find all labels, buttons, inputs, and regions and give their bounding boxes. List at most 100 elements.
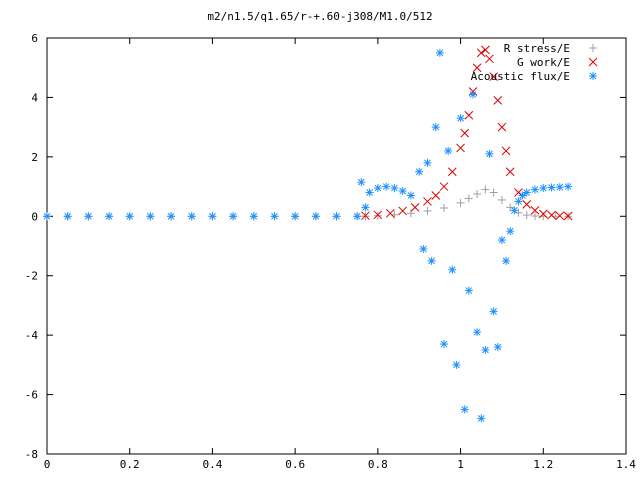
data-point: [452, 360, 461, 369]
legend-marker: [588, 57, 598, 67]
data-point: [489, 72, 499, 81]
data-point: [506, 227, 515, 236]
data-point: [510, 206, 519, 215]
y-tick-label: -2: [25, 270, 38, 283]
data-point: [501, 146, 511, 156]
y-tick-label: 0: [31, 210, 38, 223]
data-point: [105, 212, 114, 221]
data-point: [502, 256, 511, 265]
x-tick-label: 1: [457, 458, 464, 471]
y-tick-label: 2: [31, 151, 38, 164]
data-point: [373, 184, 382, 193]
data-point: [497, 236, 506, 245]
legend-label: Acoustic flux/E: [471, 70, 570, 83]
data-point: [84, 212, 93, 221]
series-0: [43, 185, 573, 221]
data-point: [353, 212, 362, 221]
data-point: [270, 212, 279, 221]
data-point: [489, 307, 498, 316]
data-point: [473, 328, 482, 337]
y-tick-label: 4: [31, 91, 38, 104]
data-point: [563, 211, 573, 221]
x-tick-label: 1.4: [616, 458, 636, 471]
series-1: [361, 45, 573, 221]
data-point: [311, 212, 320, 221]
legend: R stress/E G work/E Acoustic flux/E: [471, 42, 598, 83]
data-point: [456, 114, 465, 123]
data-point: [365, 188, 374, 197]
data-point: [423, 197, 432, 206]
data-point: [514, 197, 523, 206]
data-point: [390, 184, 399, 193]
data-point: [361, 211, 370, 221]
series-layer: [43, 45, 573, 423]
data-point: [522, 200, 532, 209]
data-point: [406, 209, 415, 218]
data-point: [125, 212, 134, 221]
data-point: [477, 414, 486, 423]
data-point: [531, 185, 540, 194]
data-point: [472, 63, 482, 73]
data-point: [489, 188, 498, 197]
data-point: [423, 158, 432, 167]
x-tick-label: 0.8: [368, 458, 388, 471]
data-point: [464, 194, 473, 203]
x-tick-label: 0.2: [120, 458, 140, 471]
x-tick-label: 1.2: [533, 458, 553, 471]
data-point: [435, 48, 444, 57]
data-point: [464, 110, 474, 120]
data-point: [518, 191, 527, 200]
data-point: [431, 123, 440, 132]
data-point: [291, 212, 300, 221]
data-point: [505, 167, 515, 177]
data-point: [493, 96, 503, 105]
data-point: [440, 340, 449, 349]
data-point: [456, 143, 465, 153]
legend-label: R stress/E: [504, 42, 570, 55]
data-point: [385, 208, 395, 218]
data-point: [382, 182, 391, 191]
data-point: [63, 212, 72, 221]
data-point: [447, 167, 457, 177]
series-2: [43, 48, 573, 423]
data-point: [460, 405, 469, 414]
data-point: [448, 265, 457, 274]
x-ticks: 0 0.2 0.4 0.6 0.8 1 1.2 1.4: [44, 38, 636, 471]
data-point: [497, 122, 507, 132]
data-point: [539, 184, 548, 193]
x-tick-label: 0.4: [202, 458, 222, 471]
y-tick-label: -4: [25, 329, 39, 342]
data-point: [464, 286, 473, 295]
data-point: [485, 149, 494, 158]
data-point: [361, 203, 370, 212]
data-point: [431, 191, 441, 200]
data-point: [476, 48, 486, 58]
x-tick-label: 0: [44, 458, 51, 471]
data-point: [419, 244, 428, 253]
data-point: [538, 209, 548, 219]
data-point: [373, 211, 382, 220]
data-point: [456, 198, 465, 207]
data-point: [398, 187, 407, 196]
data-point: [406, 191, 415, 200]
y-tick-label: -8: [25, 448, 38, 461]
data-point: [547, 210, 556, 220]
data-point: [473, 190, 482, 198]
data-point: [398, 206, 408, 216]
data-point: [332, 212, 341, 221]
y-ticks: -8 -6 -4 -2 0 2 4 6: [25, 32, 626, 461]
data-point: [522, 211, 531, 220]
chart-title: m2/n1.5/q1.65/r-+.60-j308/M1.0/512: [207, 10, 432, 23]
data-point: [423, 206, 432, 215]
data-point: [415, 167, 424, 176]
data-point: [357, 178, 366, 187]
data-point: [555, 211, 565, 221]
data-point: [444, 146, 453, 155]
data-point: [497, 195, 506, 204]
data-point: [514, 208, 523, 217]
data-point: [506, 203, 515, 212]
legend-marker: [589, 44, 597, 52]
data-point: [481, 185, 490, 194]
data-point: [522, 188, 531, 197]
